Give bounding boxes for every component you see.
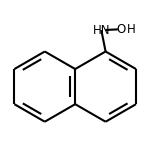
Text: HN: HN [93,24,110,37]
Text: H: H [127,23,136,36]
Text: O: O [116,23,126,36]
